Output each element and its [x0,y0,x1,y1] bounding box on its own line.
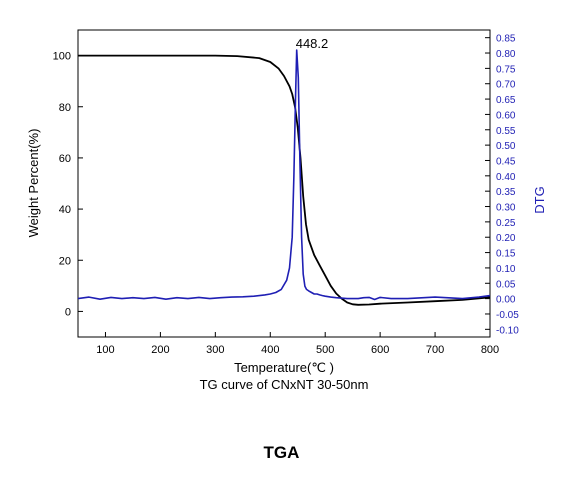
plot-area [78,49,490,306]
tg-series-line [78,54,490,306]
tga-chart: 100 200 300 400 500 600 700 800 0 20 40 60 80 100 -0.1… [26,29,547,392]
y2-tick-label: 0.00 [496,295,516,306]
y2-tick-label: 0.15 [496,249,516,260]
chart-subtitle: TG curve of CNxNT 30-50nm [200,377,369,392]
y2-tick-label: 0.25 [496,218,516,229]
x-tick-label: 600 [371,344,389,356]
tick-layer: 100 200 300 400 500 600 700 800 0 20 40 60 80 100 -0.1… [53,34,520,356]
y-tick-label: 20 [59,255,71,267]
x-tick-label: 300 [206,344,224,356]
y2-tick-label: 0.75 [496,64,516,75]
y2-tick-label: 0.35 [496,187,516,198]
y2-tick-label: 0.85 [496,34,516,45]
y2-tick-label: 0.20 [496,233,516,244]
y2-axis-label: DTG [532,186,547,213]
y2-tick-label: 0.45 [496,156,516,167]
y2-tick-label: 0.70 [496,80,516,91]
y2-tick-label: 0.10 [496,264,516,275]
x-tick-label: 400 [261,344,279,356]
x-axis-label: Temperature(℃ ) [234,360,334,375]
x-tick-label: 800 [481,344,499,356]
y2-tick-label: 0.65 [496,95,516,106]
y2-tick-label: 0.30 [496,203,516,214]
x-tick-label: 100 [96,344,114,356]
plot-frame [77,29,491,338]
y2-tick-label: 0.80 [496,49,516,60]
y-tick-label: 80 [59,102,71,114]
y2-tick-label: 0.40 [496,172,516,183]
y2-tick-label: 0.50 [496,141,516,152]
y2-tick-label: 0.55 [496,126,516,137]
x-tick-label: 700 [426,344,444,356]
dtg-series-line [78,49,490,301]
y2-tick-label: -0.05 [496,310,519,321]
y-tick-label: 40 [59,204,71,216]
y2-tick-label: 0.60 [496,110,516,121]
y-tick-label: 60 [59,153,71,165]
y2-tick-label: -0.10 [496,325,519,336]
x-tick-label: 200 [151,344,169,356]
y2-tick-label: 0.05 [496,279,516,290]
y-tick-label: 100 [53,51,71,63]
y-tick-label: 0 [65,306,71,318]
peak-annotation: 448.2 [296,36,329,51]
x-tick-label: 500 [316,344,334,356]
y-axis-label: Weight Percent(%) [26,129,41,238]
figure-caption: TGA [263,443,300,462]
